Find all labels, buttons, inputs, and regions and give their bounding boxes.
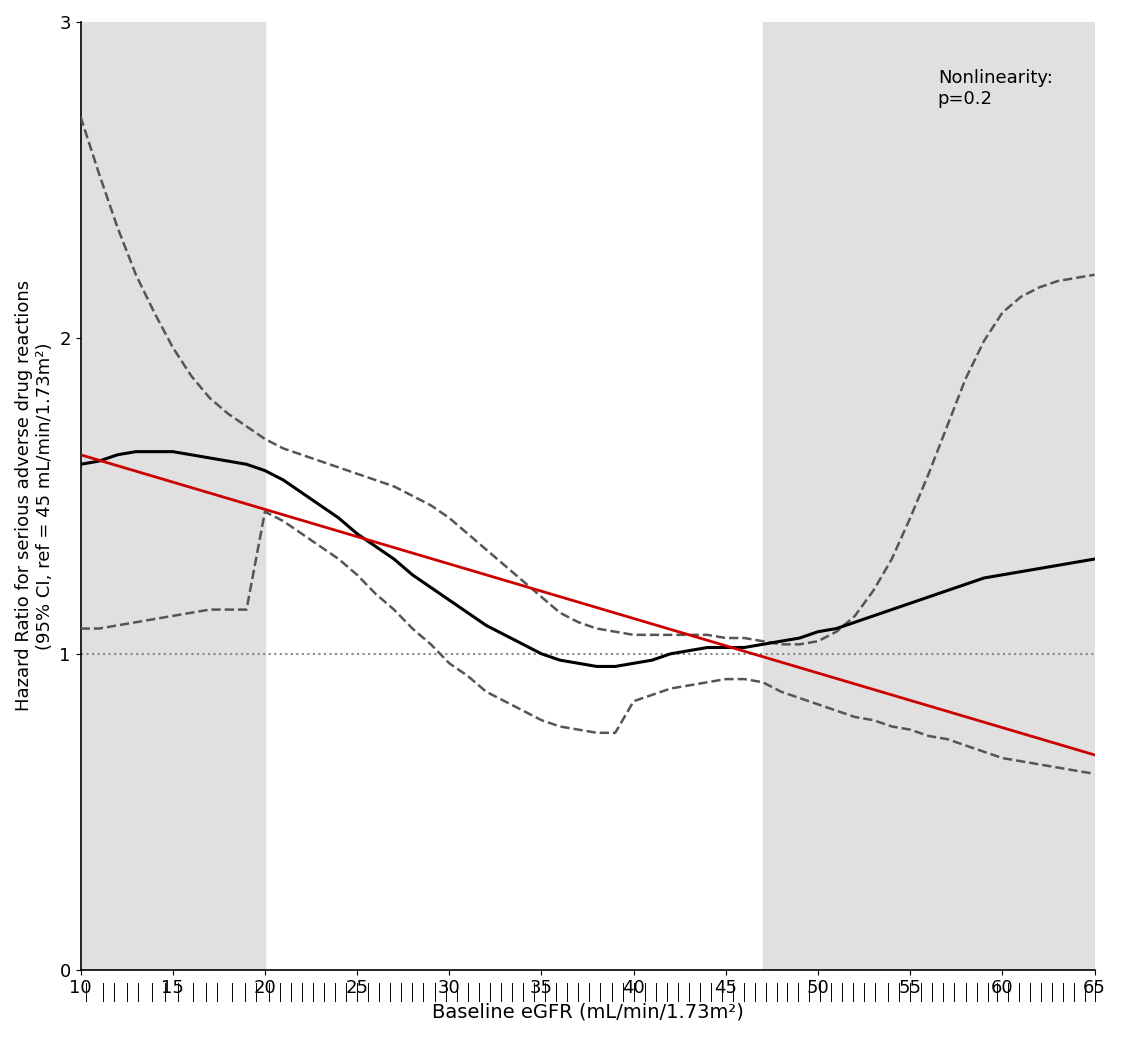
Bar xyxy=(81,22,265,970)
Y-axis label: Hazard Ratio for serious adverse drug reactions
(95% CI, ref = 45 mL/min/1.73m²): Hazard Ratio for serious adverse drug re… xyxy=(15,280,54,711)
Text: Nonlinearity:
p=0.2: Nonlinearity: p=0.2 xyxy=(938,69,1053,108)
Bar xyxy=(762,22,1094,970)
X-axis label: Baseline eGFR (mL/min/1.73m²): Baseline eGFR (mL/min/1.73m²) xyxy=(432,1003,743,1022)
